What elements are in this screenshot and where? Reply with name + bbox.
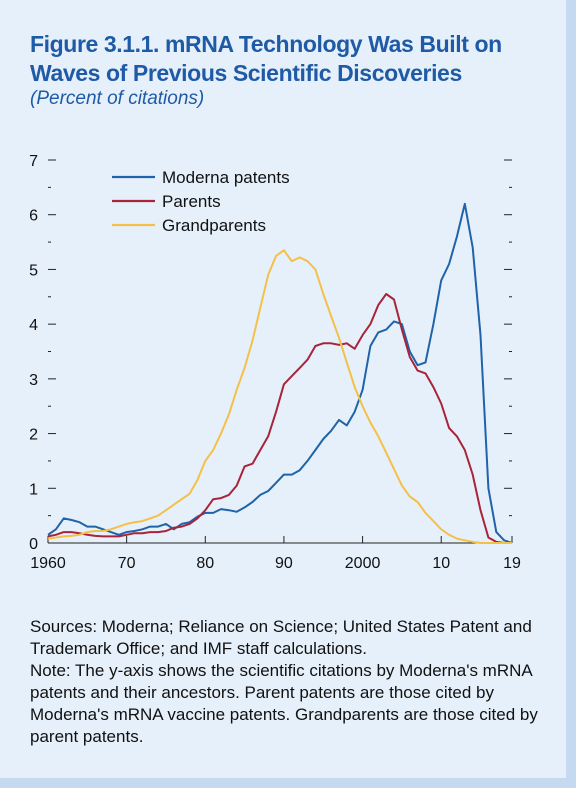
y-tick-label-5: 5 [29,262,38,279]
chart-legend: Moderna patents Parents Grandparents [112,168,290,235]
y-tick-label-3: 3 [29,372,38,389]
chart-axes: 0 1 2 3 4 5 6 7 1960 70 80 90 2000 10 19 [29,153,521,572]
x-tick-label-2000: 2000 [345,555,381,572]
series-line-moderna-patents [48,204,512,543]
x-tick-label-2019: 19 [503,555,521,572]
x-tick-label-2010: 10 [432,555,450,572]
legend-label-moderna-patents: Moderna patents [162,168,290,187]
y-tick-label-6: 6 [29,208,38,225]
x-tick-label-1960: 1960 [30,555,66,572]
y-tick-label-7: 7 [29,153,38,170]
series-line-parents [48,294,512,543]
x-tick-label-1970: 70 [118,555,136,572]
x-tick-label-1990: 90 [275,555,293,572]
y-tick-label-1: 1 [29,481,38,498]
line-chart: 0 1 2 3 4 5 6 7 1960 70 80 90 2000 10 19 Moderna paten… [0,0,566,600]
chart-series-lines [48,204,512,543]
y-tick-label-4: 4 [29,317,38,334]
sources-text: Sources: Moderna; Reliance on Science; U… [30,616,550,660]
x-tick-label-1980: 80 [196,555,214,572]
figure-panel: Figure 3.1.1. mRNA Technology Was Built … [0,0,566,778]
legend-label-parents: Parents [162,192,221,211]
figure-notes: Sources: Moderna; Reliance on Science; U… [30,616,550,748]
note-text: Note: The y-axis shows the scientific ci… [30,660,550,748]
legend-label-grandparents: Grandparents [162,216,266,235]
y-tick-label-0: 0 [29,536,38,553]
y-tick-label-2: 2 [29,427,38,444]
